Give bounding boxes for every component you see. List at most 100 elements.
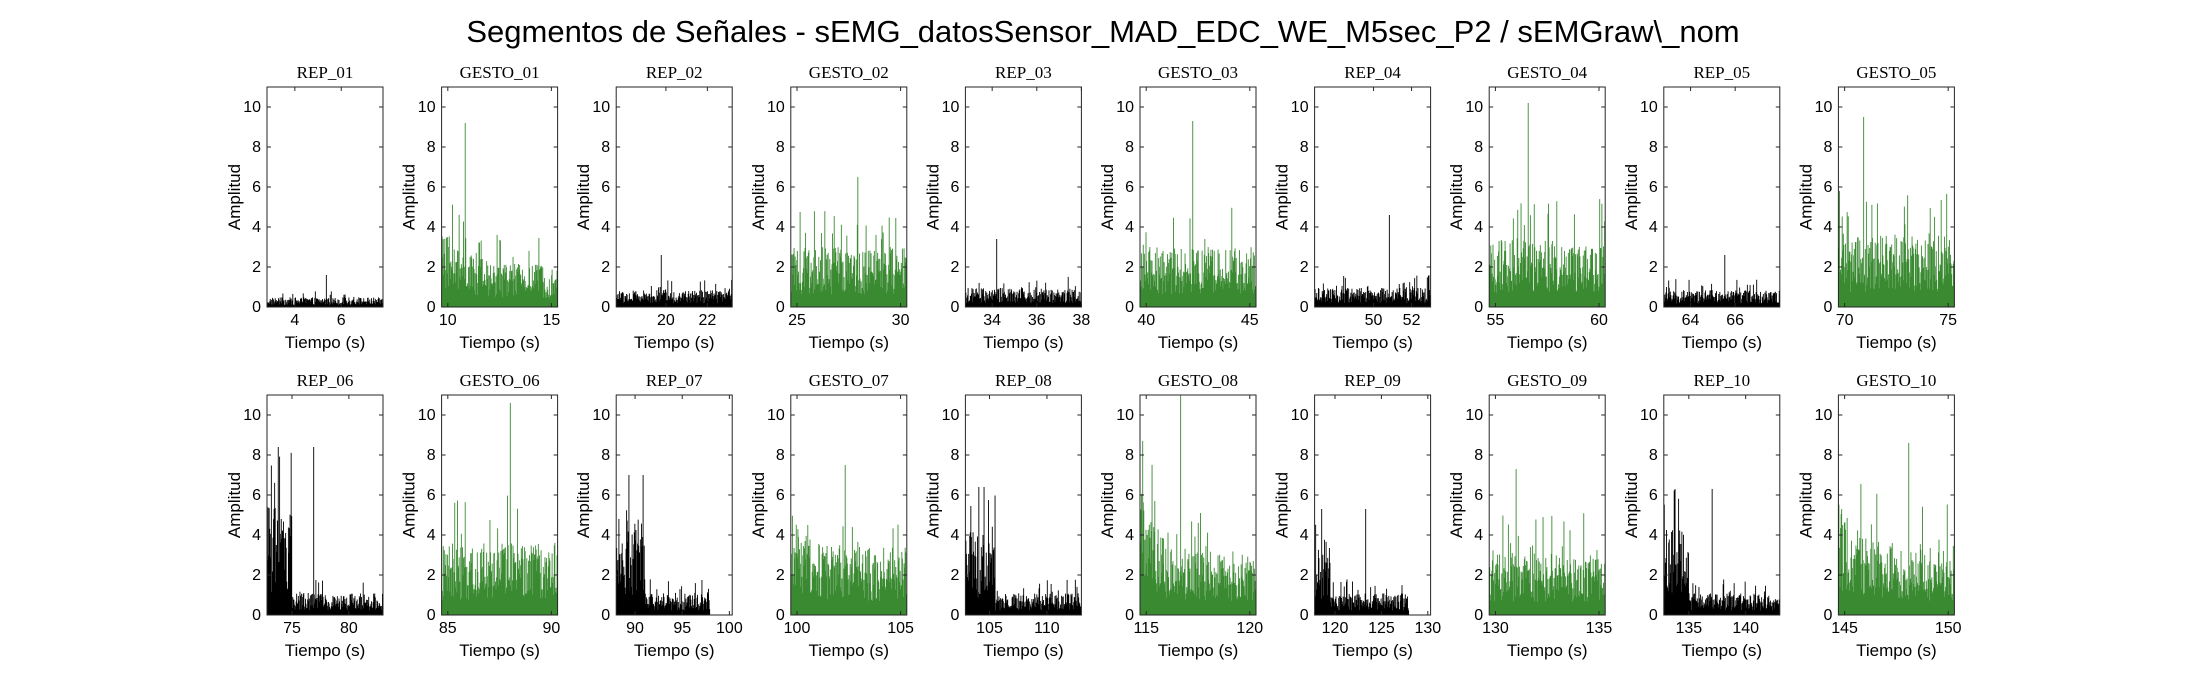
axes-box	[615, 86, 733, 308]
x-tick-label: 4	[290, 312, 299, 329]
y-tick-label: 2	[1823, 259, 1832, 276]
x-axis-label: Tiempo (s)	[1507, 641, 1588, 660]
y-tick-label: 8	[1823, 447, 1832, 464]
y-tick-label: 10	[1815, 99, 1833, 116]
y-tick-label: 0	[427, 299, 436, 316]
y-axis-label: Amplitud	[1098, 164, 1117, 230]
y-tick-label: 2	[1125, 259, 1134, 276]
y-tick-label: 10	[418, 407, 436, 424]
x-tick-label: 40	[1137, 312, 1155, 329]
x-axis-label: Tiempo (s)	[808, 641, 889, 660]
x-axis-label: Tiempo (s)	[1332, 333, 1413, 352]
signal-trace	[1140, 395, 1256, 615]
axes-box	[441, 394, 559, 616]
x-tick-label: 70	[1836, 312, 1854, 329]
axes-box	[1139, 86, 1257, 308]
x-tick-label: 10	[439, 312, 457, 329]
subplot-rep-02: REP_02 0 2 4 6 8 10 20 22 Tiempo (s) Amplitud	[574, 63, 733, 352]
signal-trace	[1663, 489, 1780, 615]
axes-box	[1488, 394, 1606, 616]
y-tick-label: 2	[1649, 259, 1658, 276]
x-tick-label: 50	[1365, 312, 1383, 329]
axes-box	[790, 394, 908, 616]
subplot-title: GESTO_10	[1856, 371, 1936, 390]
x-tick-label: 22	[698, 312, 716, 329]
x-tick-label: 30	[892, 312, 910, 329]
x-axis-label: Tiempo (s)	[808, 333, 889, 352]
signal-trace	[1314, 215, 1431, 307]
y-axis-label: Amplitud	[1622, 472, 1641, 538]
subplot-title: REP_06	[297, 371, 354, 390]
x-tick-label: 125	[1368, 620, 1395, 637]
subplot-title: GESTO_02	[809, 63, 889, 82]
y-tick-label: 0	[601, 299, 610, 316]
signal-trace	[1838, 443, 1955, 615]
y-tick-label: 8	[427, 139, 436, 156]
y-tick-label: 10	[1116, 99, 1134, 116]
y-tick-label: 0	[1649, 607, 1658, 624]
y-tick-label: 10	[1465, 407, 1483, 424]
y-tick-label: 8	[1300, 139, 1309, 156]
y-tick-label: 6	[427, 179, 436, 196]
subplot-title: REP_08	[995, 371, 1052, 390]
y-tick-label: 4	[1649, 219, 1658, 236]
subplot-rep-08: REP_08 0 2 4 6 8 10 105 110 Tiempo (s) Amplitud	[923, 371, 1082, 660]
x-tick-label: 66	[1726, 312, 1744, 329]
x-tick-label: 135	[1675, 620, 1702, 637]
y-tick-label: 6	[1300, 179, 1309, 196]
y-axis-label: Amplitud	[1796, 164, 1815, 230]
subplot-rep-01: REP_01 0 2 4 6 8 10 4 6 Tiempo (s) Amplitud	[225, 63, 384, 352]
x-tick-label: 110	[1034, 620, 1060, 637]
signal-trace	[441, 403, 558, 615]
signal-trace	[267, 275, 383, 307]
y-tick-label: 4	[1474, 527, 1483, 544]
x-axis-label: Tiempo (s)	[285, 641, 366, 660]
y-tick-label: 10	[1465, 99, 1483, 116]
y-axis-label: Amplitud	[923, 164, 942, 230]
signal-trace	[1489, 103, 1606, 307]
y-tick-label: 6	[1125, 179, 1134, 196]
y-tick-label: 4	[1474, 219, 1483, 236]
subplot-title: REP_02	[646, 63, 703, 82]
y-tick-label: 8	[601, 139, 610, 156]
axes-box	[1314, 394, 1432, 616]
y-tick-label: 2	[427, 259, 436, 276]
subplot-title: REP_05	[1693, 63, 1750, 82]
subplot-title: GESTO_08	[1158, 371, 1238, 390]
y-tick-label: 4	[1125, 527, 1134, 544]
y-tick-label: 0	[1125, 299, 1134, 316]
y-tick-label: 10	[1640, 99, 1658, 116]
y-tick-label: 0	[1125, 607, 1134, 624]
axes-box	[790, 86, 908, 308]
y-tick-label: 0	[776, 607, 785, 624]
y-tick-label: 0	[252, 299, 261, 316]
x-axis-label: Tiempo (s)	[1856, 641, 1937, 660]
x-tick-label: 135	[1586, 620, 1613, 637]
y-tick-label: 10	[1116, 407, 1134, 424]
signal-trace	[267, 447, 383, 615]
x-tick-label: 75	[283, 620, 301, 637]
y-tick-label: 4	[950, 527, 959, 544]
y-tick-label: 8	[252, 447, 261, 464]
axes-box	[964, 394, 1082, 616]
axes-box	[615, 394, 733, 616]
subplot-title: GESTO_03	[1158, 63, 1238, 82]
y-axis-label: Amplitud	[400, 164, 419, 230]
y-tick-label: 8	[950, 447, 959, 464]
y-tick-label: 6	[601, 487, 610, 504]
y-tick-label: 8	[601, 447, 610, 464]
subplot-title: REP_09	[1344, 371, 1401, 390]
y-tick-label: 0	[1474, 607, 1483, 624]
y-tick-label: 0	[1300, 607, 1309, 624]
x-tick-label: 105	[887, 620, 914, 637]
y-tick-label: 10	[1640, 407, 1658, 424]
signal-trace	[616, 255, 733, 307]
subplot-title: GESTO_05	[1856, 63, 1936, 82]
y-tick-label: 2	[601, 567, 610, 584]
y-tick-label: 8	[1300, 447, 1309, 464]
x-tick-label: 100	[716, 620, 743, 637]
